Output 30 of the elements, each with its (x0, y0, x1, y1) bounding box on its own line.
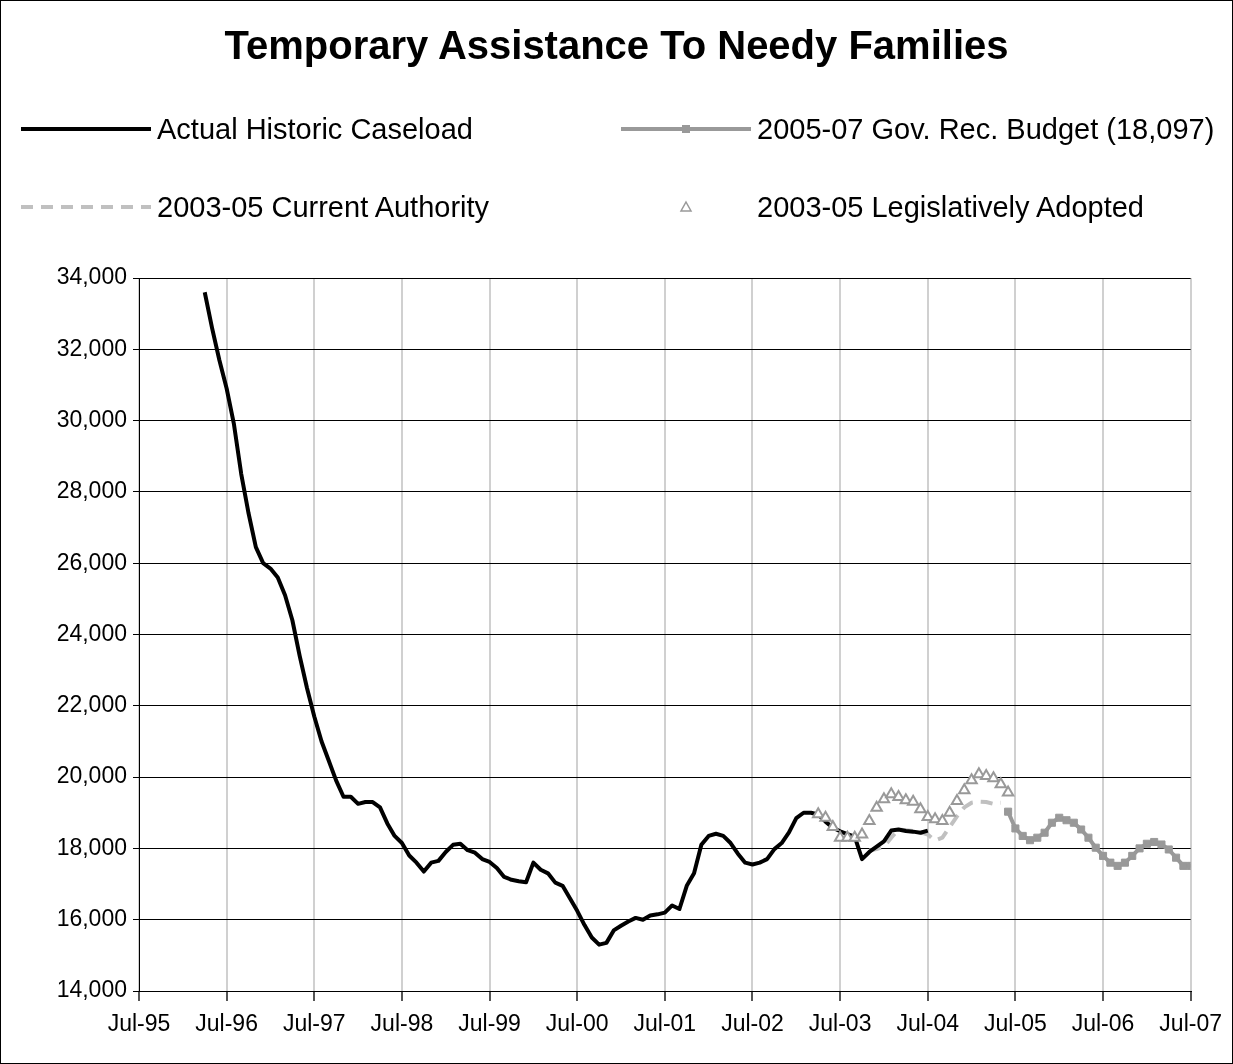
y-tick-label: 24,000 (56, 619, 127, 646)
x-tick-label: Jul-06 (1071, 1010, 1135, 1037)
y-tick-label: 26,000 (56, 548, 127, 575)
x-tick-label: Jul-96 (195, 1010, 258, 1037)
x-tick-label: Jul-95 (107, 1010, 171, 1037)
y-tick-label: 34,000 (56, 263, 127, 290)
y-tick-label: 18,000 (56, 833, 127, 860)
y-tick-label: 22,000 (56, 691, 127, 718)
x-tick-label: Jul-02 (721, 1010, 784, 1037)
x-tick-label: Jul-03 (808, 1010, 872, 1037)
y-tick-label: 30,000 (56, 405, 127, 432)
x-tick-label: Jul-97 (282, 1010, 346, 1037)
legend-label: 2003-05 Legislatively Adopted (757, 190, 1144, 224)
y-tick-label: 16,000 (56, 905, 127, 932)
x-tick-label: Jul-00 (545, 1010, 609, 1037)
line-series (867, 799, 1003, 853)
x-tick-label: Jul-98 (370, 1010, 434, 1037)
y-tick-label: 20,000 (56, 762, 127, 789)
x-tick-label: Jul-01 (633, 1010, 697, 1037)
y-tick-label: 28,000 (56, 477, 127, 504)
y-tick-label: 32,000 (56, 334, 127, 361)
x-tick-label: Jul-99 (458, 1010, 521, 1037)
chart-title: Temporary Assistance To Needy Families (223, 23, 1010, 68)
x-tick-label: Jul-05 (984, 1010, 1047, 1037)
legend-label: 2003-05 Current Authority (157, 190, 490, 224)
x-tick-label: Jul-07 (1159, 1010, 1223, 1037)
y-tick-label: 14,000 (56, 976, 127, 1003)
legend-label: 2005-07 Gov. Rec. Budget (18,097) (757, 112, 1215, 146)
legend-label: Actual Historic Caseload (157, 112, 473, 146)
x-tick-label: Jul-04 (896, 1010, 960, 1037)
